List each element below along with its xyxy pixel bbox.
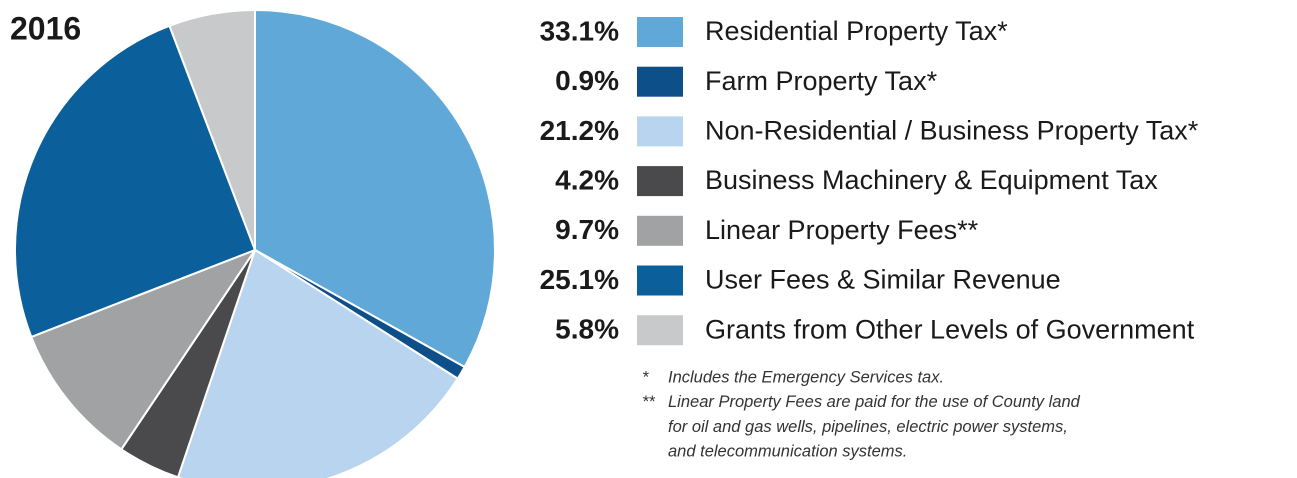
legend-label: Business Machinery & Equipment Tax xyxy=(705,165,1158,195)
note-marker: * xyxy=(642,368,649,386)
pie-slice xyxy=(168,9,256,251)
note-text: for oil and gas wells, pipelines, electr… xyxy=(668,418,1068,436)
legend-swatch xyxy=(637,17,683,47)
legend-swatch xyxy=(637,66,683,97)
legend-label: Linear Property Fees** xyxy=(705,215,979,245)
legend-label: User Fees & Similar Revenue xyxy=(705,265,1061,295)
legend-swatch xyxy=(637,116,683,147)
pie-slice xyxy=(254,9,496,368)
legend-value: 33.1% xyxy=(540,15,619,46)
legend-swatch xyxy=(637,265,683,296)
legend-value: 25.1% xyxy=(540,264,619,295)
legend-value: 4.2% xyxy=(555,164,619,195)
legend-value: 9.7% xyxy=(555,214,619,245)
legend-value: 5.8% xyxy=(555,314,619,345)
legend-value: 0.9% xyxy=(555,65,619,96)
legend-label: Farm Property Tax* xyxy=(705,66,938,96)
note-text: Linear Property Fees are paid for the us… xyxy=(668,393,1081,411)
note-marker: ** xyxy=(642,393,655,411)
legend-label: Residential Property Tax* xyxy=(705,16,1008,46)
note-text: Includes the Emergency Services tax. xyxy=(668,368,944,386)
pie-slice xyxy=(30,249,256,451)
legend-label: Grants from Other Levels of Government xyxy=(705,314,1195,344)
pie-slice xyxy=(176,249,459,478)
legend-swatch xyxy=(637,215,683,246)
chart-title: 2016 xyxy=(10,10,81,46)
pie-slice xyxy=(14,24,256,338)
legend-swatch xyxy=(637,166,683,197)
legend-value: 21.2% xyxy=(540,115,619,146)
legend-swatch xyxy=(637,315,683,346)
note-text: and telecommunication systems. xyxy=(668,442,907,460)
legend-label: Non-Residential / Business Property Tax* xyxy=(705,116,1199,146)
